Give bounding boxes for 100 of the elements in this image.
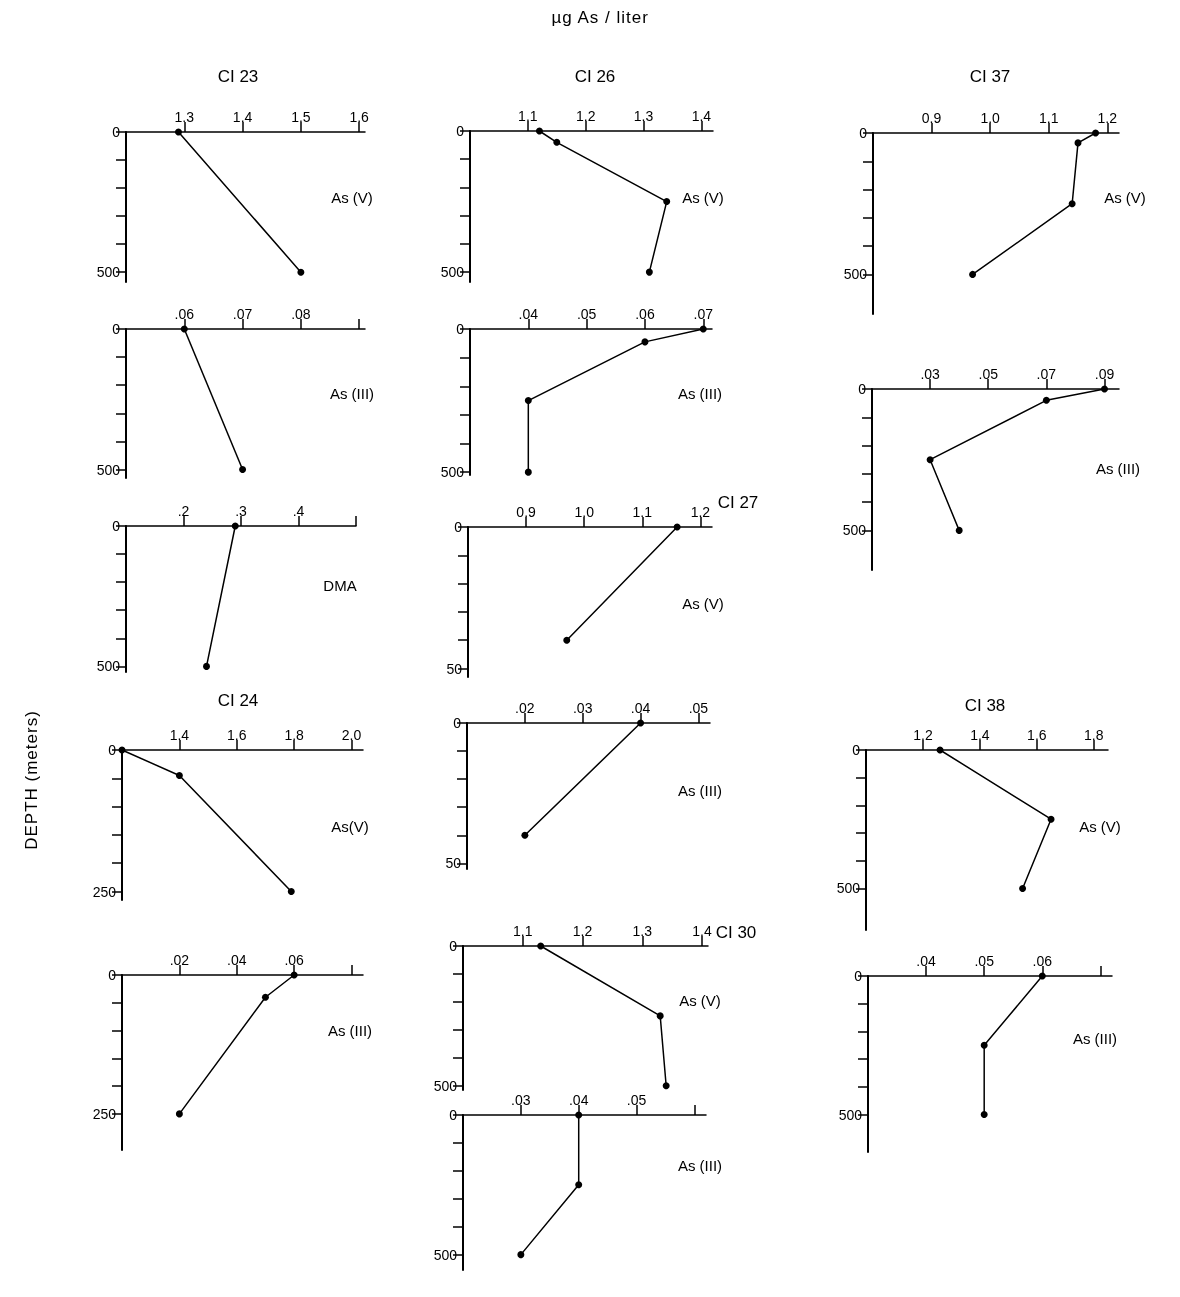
point	[1100, 385, 1108, 393]
chart-title: CI 24	[217, 690, 259, 710]
y-tick-label: 500	[96, 264, 121, 281]
point	[1019, 884, 1027, 892]
chart-title: CI 30	[715, 922, 757, 942]
y-tick-label: 0	[456, 123, 465, 139]
chart-title: CI 27	[717, 492, 759, 512]
y-tick-label: 0	[112, 518, 121, 534]
y-tick-label: 500	[96, 461, 121, 478]
x-tick-label: 1.8	[284, 727, 305, 743]
annotation: As (III)	[329, 384, 375, 402]
y-tick-label: 0	[859, 125, 868, 141]
x-tick-label: .06	[174, 306, 195, 322]
point	[535, 127, 543, 135]
point	[656, 1012, 664, 1020]
x-tick-label: 1.1	[513, 923, 533, 939]
y-tick-label: 500	[433, 1246, 458, 1263]
y-tick-label: 0	[454, 519, 463, 535]
x-tick-label: 1.2	[572, 923, 593, 939]
y-tick-label: 500	[836, 880, 861, 897]
x-tick-label: .06	[1032, 953, 1053, 969]
point	[926, 456, 934, 464]
point	[662, 1082, 670, 1090]
x-tick-label: .03	[920, 366, 941, 382]
annotation: As (III)	[327, 1021, 373, 1039]
x-tick-label: .08	[291, 306, 311, 322]
text: µg As / liter	[551, 8, 649, 28]
annotation: As (III)	[677, 384, 723, 402]
x-tick-label: 1.1	[518, 108, 538, 124]
x-tick-label: 1.3	[174, 109, 195, 125]
x-tick-label: .04	[630, 700, 651, 716]
x-tick-label: .05	[978, 366, 999, 382]
annotation: As (V)	[679, 991, 721, 1009]
y-tick-label: 250	[92, 1105, 117, 1122]
x-tick-label: .02	[169, 952, 190, 968]
point	[1038, 972, 1046, 980]
point	[537, 942, 545, 950]
y-tick-label: 0	[112, 321, 121, 337]
y-tick-label: 0	[449, 1107, 458, 1123]
x-tick-label: .07	[693, 306, 714, 322]
point	[175, 771, 183, 779]
point	[955, 526, 963, 534]
annotation: As(V)	[331, 817, 369, 835]
point	[524, 468, 532, 476]
x-tick-label: .04	[227, 952, 247, 968]
y-tick-label: 0	[112, 124, 121, 140]
y-tick-label: 0	[449, 938, 458, 954]
y-tick-label: 0	[453, 715, 462, 731]
x-tick-label: .02	[515, 700, 535, 716]
y-tick-label: 500	[838, 1106, 863, 1123]
chart-title: CI 23	[217, 66, 259, 86]
point	[1092, 129, 1100, 137]
x-tick-label: .09	[1094, 366, 1115, 382]
x-tick-label: 1.6	[1027, 727, 1047, 743]
y-tick-label: 0	[108, 967, 117, 983]
x-tick-label: .2	[177, 503, 190, 519]
point	[969, 270, 977, 278]
x-tick-label: 1.6	[349, 109, 370, 125]
x-tick-label: 1.8	[1084, 727, 1104, 743]
x-tick-label: .05	[626, 1092, 647, 1108]
x-tick-label: 1.3	[632, 923, 653, 939]
x-tick-label: 1.4	[970, 727, 990, 743]
y-tick-label: 500	[96, 658, 121, 675]
y-tick-label: 500	[842, 522, 867, 539]
x-tick-label: 1.3	[633, 108, 654, 124]
annotation: As (III)	[1072, 1029, 1118, 1047]
point	[517, 1251, 525, 1259]
x-tick-label: 0.9	[516, 504, 537, 520]
annotation: As (V)	[331, 188, 373, 206]
point	[980, 1041, 988, 1049]
y-tick-label: 50	[446, 660, 463, 677]
chart-title: CI 38	[964, 695, 1006, 715]
x-tick-label: .03	[511, 1092, 531, 1108]
x-tick-label: 1.4	[691, 108, 712, 124]
x-tick-label: 1.2	[575, 108, 596, 124]
point	[663, 198, 671, 206]
x-tick-label: 1.6	[227, 727, 247, 743]
x-tick-label: .07	[232, 306, 253, 322]
y-tick-label: 0	[456, 321, 465, 337]
x-tick-label: 1.0	[980, 110, 1001, 126]
chart-title: CI 37	[969, 66, 1011, 86]
y-tick-label: 250	[92, 883, 117, 900]
x-tick-label: 1.4	[169, 727, 190, 743]
annotation: As (V)	[1104, 188, 1146, 206]
point	[287, 888, 295, 896]
y-tick-label: 500	[843, 266, 868, 283]
annotation: As (V)	[682, 594, 724, 612]
y-tick-label: 0	[108, 742, 117, 758]
point	[645, 268, 653, 276]
x-tick-label: .05	[576, 306, 597, 322]
annotation: As (III)	[677, 781, 723, 799]
y-tick-label: 0	[854, 968, 863, 984]
x-tick-label: 1.0	[574, 504, 595, 520]
point	[175, 1110, 183, 1118]
annotation: As (V)	[1079, 817, 1121, 835]
y-tick-label: 500	[440, 464, 465, 481]
x-tick-label: .06	[635, 306, 655, 322]
x-tick-label: .04	[568, 1092, 589, 1108]
y-tick-label: 500	[440, 264, 465, 281]
y-tick-label: 500	[433, 1077, 458, 1094]
